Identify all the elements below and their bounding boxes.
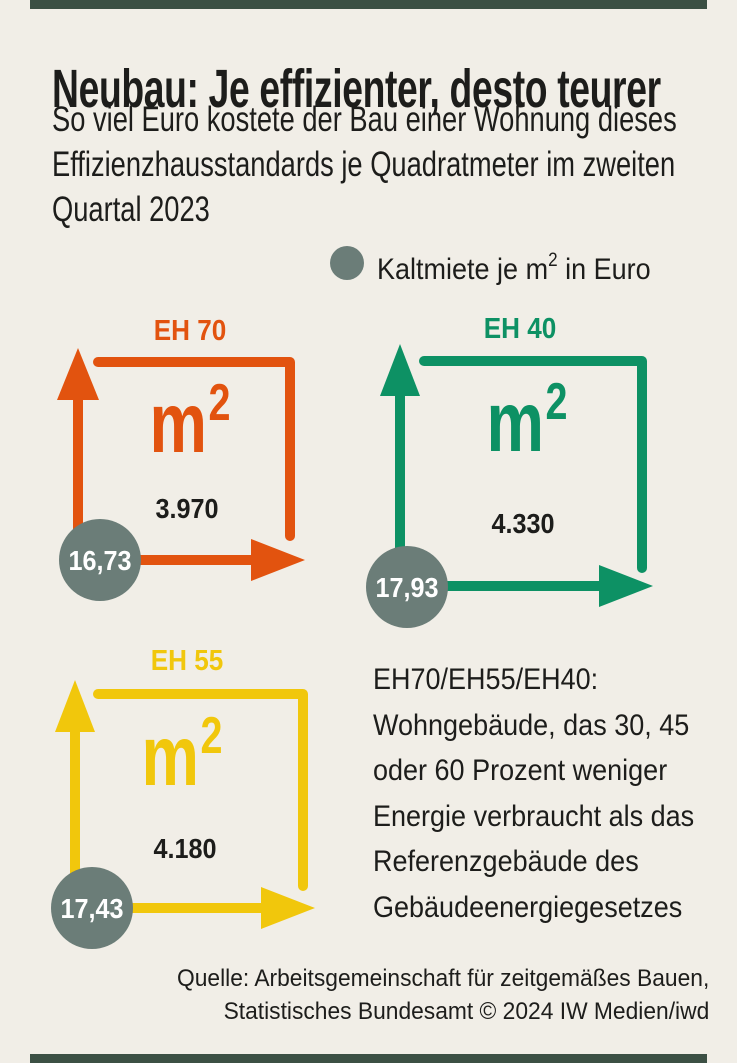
eh70-rent-circle	[59, 519, 141, 601]
note-line: Energie verbraucht als das	[373, 799, 695, 833]
eh40-unit-m2: m2	[487, 372, 568, 469]
eh55-rent-value: 17,43	[60, 893, 123, 925]
eh70-diagram: EH 70 m2 3.970 16,73	[57, 314, 305, 601]
note-line: EH70/EH55/EH40:	[373, 663, 599, 696]
eh55-cost-value: 4.180	[153, 833, 216, 865]
eh40-up-arrow-icon	[380, 344, 420, 396]
page-title-text: Neubau: Je effizienter, desto teurer	[52, 59, 661, 120]
note-line: Referenzgebäude des	[373, 845, 639, 879]
eh55-label: EH 55	[151, 644, 224, 677]
note-line: oder 60 Prozent weniger	[373, 754, 668, 788]
eh40-diagram: EH 40 m2 4.330 17,93	[366, 312, 653, 628]
top-rule	[30, 0, 707, 9]
note-line: Gebäudeenergiegesetzes	[373, 890, 683, 924]
source-credit: Quelle: Arbeitsgemeinschaft für zeitgemä…	[149, 962, 709, 1028]
eh40-label: EH 40	[484, 312, 557, 345]
eh70-cost-value: 3.970	[155, 493, 218, 525]
eh70-unit-m2: m2	[150, 373, 231, 470]
subtitle-line: Quartal 2023	[52, 190, 210, 229]
source-line: Quelle: Arbeitsgemeinschaft für zeitgemä…	[176, 965, 709, 992]
eh55-square-bracket	[93, 689, 308, 891]
eh40-right-arrow-icon	[599, 565, 653, 607]
eh40-rent-circle	[366, 546, 448, 628]
eh55-up-arrow-icon	[55, 680, 95, 732]
legend-superscript: 2	[548, 250, 558, 271]
eh55-right-arrow-icon	[261, 887, 315, 929]
eh55-unit-m2: m2	[142, 706, 223, 803]
legend-dot-icon	[330, 246, 364, 280]
eh40-square-bracket	[419, 356, 647, 573]
definition-note: EH70/EH55/EH40: Wohngebäude, das 30, 45 …	[373, 657, 730, 931]
eh70-square-bracket	[93, 357, 295, 541]
subtitle-line: Effizienzhausstandards je Quadratmeter i…	[52, 145, 676, 184]
eh55-rent-circle	[51, 867, 133, 949]
legend-label: Kaltmiete je m2 in Euro	[377, 250, 651, 286]
note-line: Wohngebäude, das 30, 45	[373, 708, 690, 742]
eh40-rent-value: 17,93	[375, 572, 438, 604]
eh70-rent-value: 16,73	[68, 545, 131, 577]
eh70-up-arrow-icon	[57, 348, 99, 400]
source-line: Statistisches Bundesamt © 2024 IW Medien…	[223, 998, 709, 1025]
bottom-rule	[30, 1054, 707, 1063]
page-title: Neubau: Je effizienter, desto teurer	[52, 60, 737, 118]
subtitle-line: So viel Euro kostete der Bau einer Wohnu…	[52, 100, 677, 139]
subtitle: So viel Euro kostete der Bau einer Wohnu…	[52, 97, 737, 232]
eh55-diagram: EH 55 m2 4.180 17,43	[51, 644, 315, 949]
eh70-label: EH 70	[154, 314, 227, 347]
eh70-right-arrow-icon	[251, 539, 305, 581]
eh40-cost-value: 4.330	[491, 508, 554, 540]
